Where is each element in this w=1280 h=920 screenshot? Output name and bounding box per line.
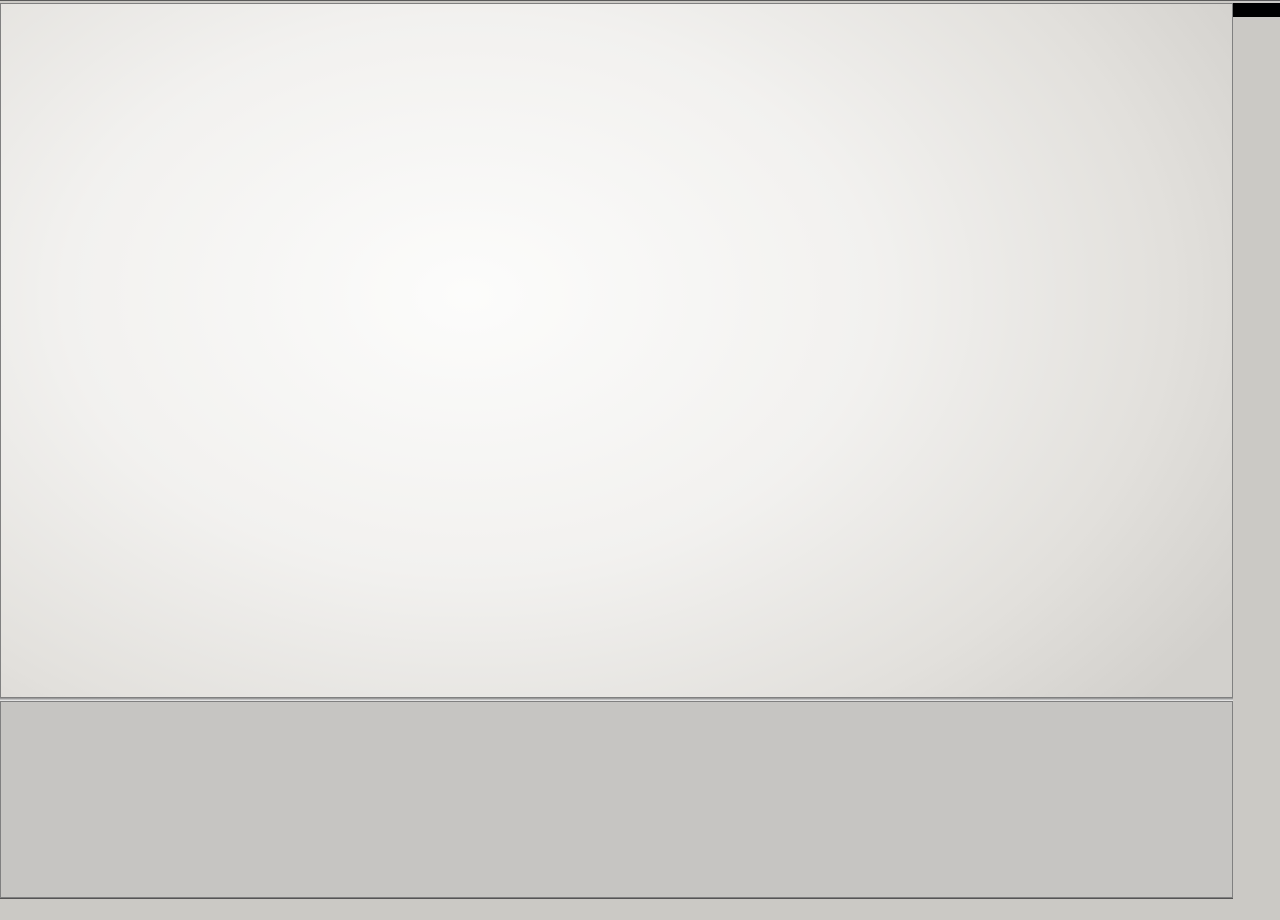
time-axis[interactable] [0, 898, 1233, 920]
main-chart-panel[interactable] [0, 3, 1233, 698]
price-chart-canvas[interactable] [1, 4, 1232, 697]
current-price-tag [1233, 3, 1280, 17]
macd-indicator-panel[interactable] [0, 701, 1233, 898]
panel-divider[interactable] [0, 698, 1233, 701]
price-axis[interactable] [1233, 3, 1280, 898]
macd-canvas[interactable] [1, 702, 1232, 897]
